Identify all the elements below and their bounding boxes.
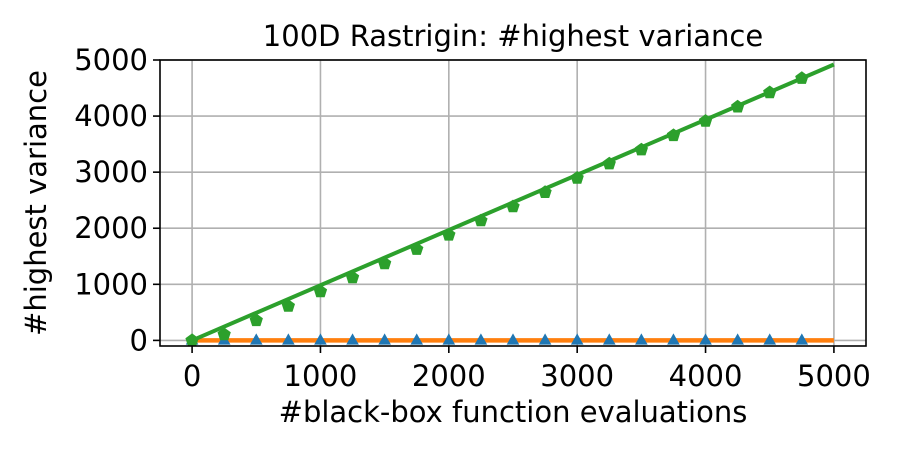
data-point	[474, 213, 488, 227]
data-point	[602, 333, 616, 345]
data-point	[731, 99, 745, 113]
data-point	[442, 228, 456, 241]
x-axis-label: #black-box function evaluations	[279, 395, 748, 429]
data-point	[185, 333, 199, 347]
ticks: 0 1000 2000 3000 4000 5000 0 1000 2000 3000 4000 50…	[74, 43, 871, 393]
data-point	[667, 333, 680, 345]
data-point	[410, 242, 424, 255]
x-tick-label: 3000	[540, 359, 614, 393]
data-point	[442, 333, 456, 345]
y-tick-label: 4000	[74, 99, 148, 133]
data-point	[634, 142, 648, 156]
data-point	[795, 71, 809, 84]
y-tick-label: 5000	[74, 43, 148, 77]
data-point	[602, 156, 616, 170]
data-point	[666, 128, 681, 142]
data-point	[346, 333, 359, 345]
data-point	[314, 333, 327, 345]
data-point	[698, 114, 713, 127]
data-point	[538, 185, 552, 198]
y-axis-label: #highest variance	[19, 70, 53, 336]
data-point	[795, 333, 809, 345]
data-point	[506, 333, 520, 345]
data-point	[731, 333, 744, 345]
x-tick-label: 4000	[669, 359, 743, 393]
data-point	[281, 299, 295, 312]
series	[185, 62, 835, 347]
data-point	[249, 333, 263, 345]
data-point	[763, 333, 777, 345]
data-point	[506, 199, 520, 213]
data-point	[538, 333, 552, 345]
chart-title: 100D Rastrigin: #highest variance	[263, 19, 763, 53]
data-point	[217, 327, 231, 341]
data-point	[378, 333, 391, 345]
data-point	[313, 284, 328, 298]
data-point	[410, 333, 424, 345]
y-tick-label: 1000	[74, 267, 148, 301]
y-tick-label: 0	[130, 323, 148, 357]
data-point	[635, 333, 648, 345]
data-point	[699, 333, 712, 345]
data-point	[378, 256, 392, 270]
data-point	[282, 333, 295, 345]
x-tick-label: 1000	[284, 359, 358, 393]
y-tick-label: 2000	[74, 211, 148, 245]
series-0	[185, 62, 835, 347]
data-point	[345, 270, 360, 284]
data-point	[249, 313, 263, 327]
x-tick-label: 5000	[797, 359, 871, 393]
x-tick-label: 0	[183, 359, 201, 393]
data-point	[474, 333, 488, 345]
y-tick-label: 3000	[74, 155, 148, 189]
x-tick-label: 2000	[412, 359, 486, 393]
data-point	[763, 85, 777, 99]
data-point	[570, 333, 584, 345]
data-point	[570, 171, 584, 184]
plot-frame	[159, 59, 867, 347]
